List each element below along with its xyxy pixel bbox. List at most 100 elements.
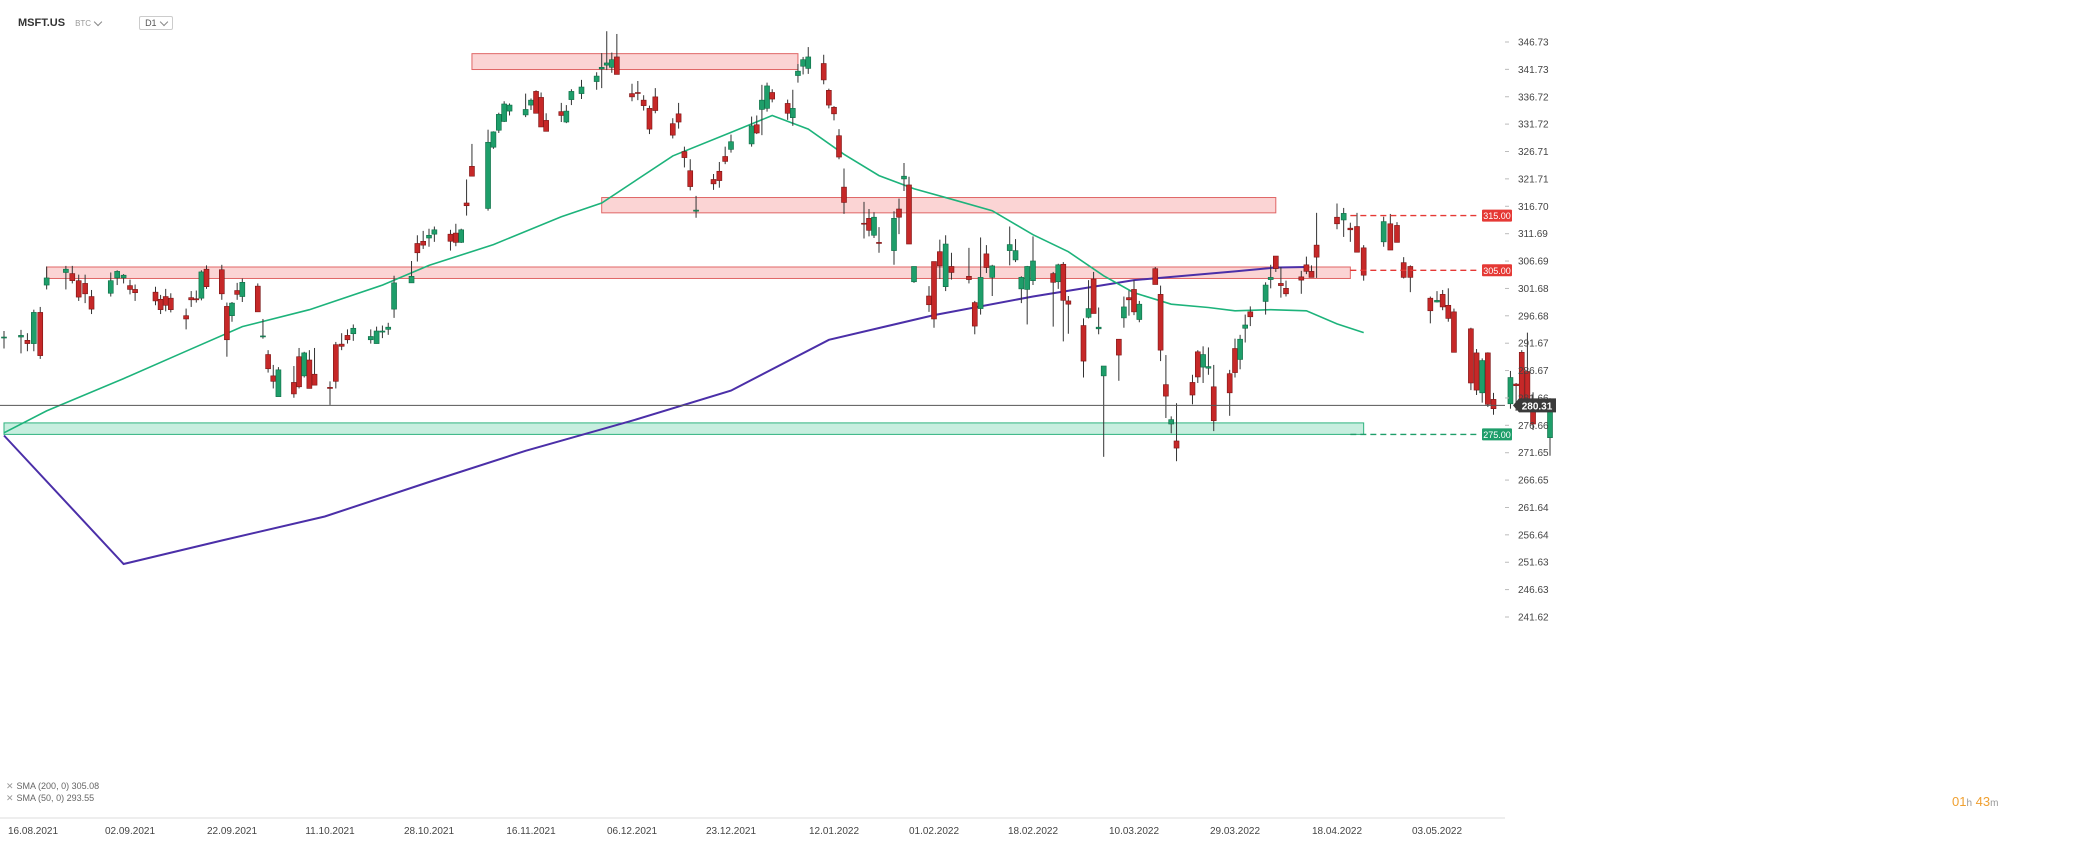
candle[interactable] <box>260 318 266 339</box>
candle[interactable] <box>563 105 570 124</box>
candle[interactable] <box>1168 416 1175 434</box>
candle[interactable] <box>1024 265 1030 325</box>
candle[interactable] <box>693 195 699 218</box>
candle[interactable] <box>1347 222 1354 242</box>
candle[interactable] <box>764 82 770 112</box>
candle[interactable] <box>871 212 877 239</box>
candle[interactable] <box>669 118 676 139</box>
candle[interactable] <box>490 131 497 149</box>
resistance-zone[interactable] <box>471 53 799 71</box>
candle[interactable] <box>1394 222 1400 243</box>
candle[interactable] <box>224 302 230 357</box>
candle[interactable] <box>1030 236 1036 286</box>
candle[interactable] <box>37 306 44 359</box>
candle[interactable] <box>1490 392 1497 415</box>
candle[interactable] <box>1090 271 1097 314</box>
remove-icon[interactable]: ✕ <box>6 781 14 791</box>
candle[interactable] <box>598 53 605 89</box>
candle[interactable] <box>183 308 189 330</box>
candle[interactable] <box>1278 267 1284 298</box>
candle[interactable] <box>333 341 339 389</box>
candle[interactable] <box>193 290 200 303</box>
candle[interactable] <box>239 278 246 303</box>
candle[interactable] <box>458 228 465 243</box>
timezone-selector[interactable]: BTC <box>75 17 103 28</box>
candle[interactable] <box>367 329 374 344</box>
candle[interactable] <box>971 300 978 335</box>
candle[interactable] <box>1080 318 1087 378</box>
candle[interactable] <box>876 227 882 253</box>
candle[interactable] <box>1313 212 1320 278</box>
candle[interactable] <box>543 113 549 132</box>
candle[interactable] <box>168 293 174 313</box>
candle[interactable] <box>127 279 133 295</box>
candle[interactable] <box>1468 327 1474 391</box>
candle[interactable] <box>1485 352 1491 408</box>
candle[interactable] <box>1273 255 1279 272</box>
candle[interactable] <box>906 176 912 245</box>
candle[interactable] <box>1006 226 1013 266</box>
legend-item-sma50[interactable]: ✕ SMA (50, 0) 293.55 <box>6 792 99 804</box>
candle[interactable] <box>311 347 318 386</box>
candle[interactable] <box>1157 285 1164 362</box>
candle[interactable] <box>1152 267 1159 285</box>
candle[interactable] <box>373 326 380 344</box>
sma-200-line[interactable] <box>3 266 1307 566</box>
candle[interactable] <box>748 116 755 147</box>
candle[interactable] <box>795 64 801 83</box>
candle[interactable] <box>1340 207 1347 237</box>
candle[interactable] <box>1116 338 1122 381</box>
candle[interactable] <box>88 289 95 315</box>
candle[interactable] <box>1507 370 1514 409</box>
candle[interactable] <box>841 168 847 214</box>
candle[interactable] <box>344 329 351 344</box>
candle[interactable] <box>942 235 949 292</box>
candle[interactable] <box>327 381 333 405</box>
candle[interactable] <box>18 329 24 354</box>
candle[interactable] <box>629 83 635 102</box>
candle[interactable] <box>69 265 76 284</box>
candle[interactable] <box>1173 403 1180 462</box>
candle[interactable] <box>426 228 432 247</box>
candle[interactable] <box>1242 314 1248 343</box>
candle[interactable] <box>1226 369 1233 416</box>
candle[interactable] <box>107 272 114 297</box>
candle[interactable] <box>203 265 210 289</box>
candle[interactable] <box>1205 347 1212 375</box>
candle[interactable] <box>1 331 7 349</box>
candle[interactable] <box>414 235 421 262</box>
candle[interactable] <box>891 211 897 265</box>
resistance-zone[interactable] <box>601 197 1277 214</box>
candle[interactable] <box>420 230 426 249</box>
candle[interactable] <box>722 146 728 165</box>
candle[interactable] <box>789 89 796 126</box>
candle[interactable] <box>75 274 82 301</box>
candle[interactable] <box>538 92 544 128</box>
candle[interactable] <box>977 237 984 315</box>
candle[interactable] <box>463 179 470 216</box>
legend-item-sma200[interactable]: ✕ SMA (200, 0) 305.08 <box>6 780 99 792</box>
candle[interactable] <box>120 274 127 284</box>
candle[interactable] <box>640 95 647 111</box>
candle[interactable] <box>1354 212 1360 253</box>
candle[interactable] <box>506 103 513 116</box>
candle[interactable] <box>568 89 575 106</box>
candle[interactable] <box>1018 276 1025 304</box>
candle[interactable] <box>198 270 205 301</box>
candle[interactable] <box>831 106 837 121</box>
candle[interactable] <box>1060 262 1067 342</box>
candle[interactable] <box>1334 203 1340 230</box>
candle[interactable] <box>1303 256 1310 275</box>
candle[interactable] <box>391 275 397 318</box>
candle[interactable] <box>453 223 459 247</box>
candle[interactable] <box>948 252 955 280</box>
candle[interactable] <box>710 174 717 190</box>
candle[interactable] <box>31 309 37 352</box>
timeframe-selector[interactable]: D1 <box>139 16 173 30</box>
candle[interactable] <box>1189 374 1196 405</box>
remove-icon[interactable]: ✕ <box>6 793 14 803</box>
candle[interactable] <box>1247 306 1254 327</box>
candle[interactable] <box>1283 280 1289 297</box>
support-zone[interactable] <box>3 422 1365 435</box>
candle[interactable] <box>901 163 907 191</box>
